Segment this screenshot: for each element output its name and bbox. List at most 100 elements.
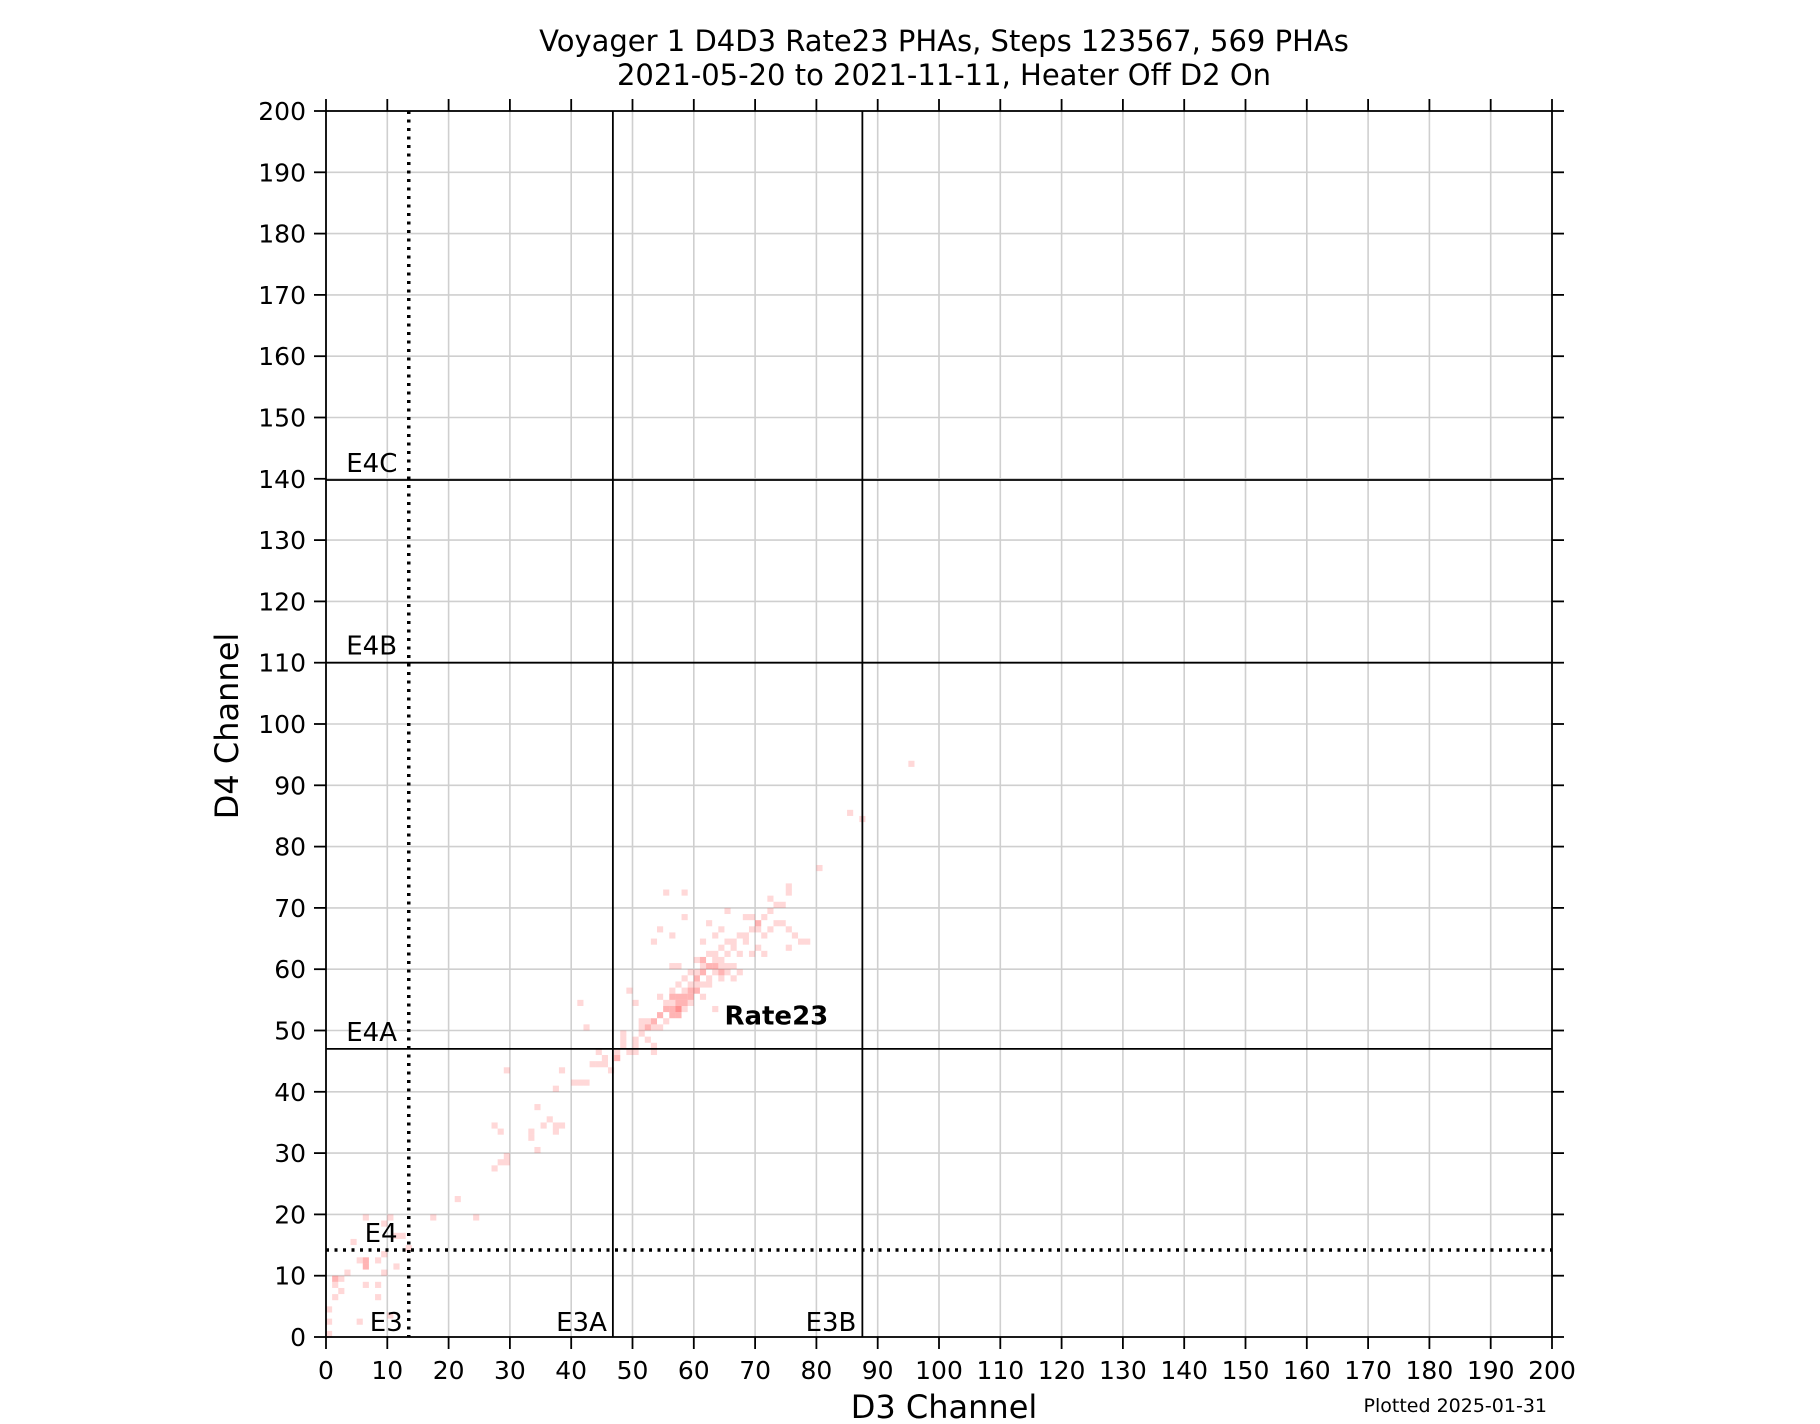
- data-cell: [577, 1079, 584, 1086]
- data-cell: [669, 932, 676, 939]
- data-cell: [675, 999, 682, 1006]
- data-cell: [675, 963, 682, 970]
- data-cell: [430, 1214, 437, 1221]
- data-cell: [699, 938, 707, 945]
- region-label-e3b: E3B: [806, 1308, 857, 1338]
- data-cell: [632, 1042, 639, 1049]
- x-tick-label: 130: [1099, 1356, 1147, 1385]
- data-cell: [804, 938, 811, 945]
- data-cell: [706, 963, 713, 970]
- data-cell: [552, 1085, 559, 1092]
- x-tick-label: 120: [1038, 1356, 1086, 1385]
- y-tick-label: 120: [258, 587, 306, 616]
- data-cell: [687, 981, 694, 988]
- y-tick-label: 50: [274, 1017, 306, 1046]
- chart-title: Voyager 1 D4D3 Rate23 PHAs, Steps 123567…: [539, 24, 1349, 58]
- data-cell: [332, 1275, 339, 1282]
- y-tick-label: 180: [258, 220, 306, 249]
- data-cell: [785, 889, 792, 896]
- data-cell: [381, 1251, 388, 1258]
- data-cell: [675, 981, 682, 988]
- data-cell: [681, 889, 688, 896]
- data-cell: [620, 1030, 627, 1037]
- data-cell: [693, 956, 700, 964]
- data-cell: [669, 993, 676, 1000]
- region-label-e3a: E3A: [556, 1308, 607, 1338]
- data-cell: [546, 1116, 553, 1123]
- data-cell: [601, 1061, 608, 1068]
- data-cell: [393, 1263, 400, 1270]
- data-cell: [663, 889, 670, 896]
- data-cell: [681, 993, 688, 1000]
- data-cells: [326, 760, 915, 1337]
- data-cell: [908, 760, 915, 767]
- data-cell: [497, 1159, 504, 1166]
- data-cell: [693, 987, 700, 994]
- y-tick-label: 190: [258, 158, 306, 187]
- data-cell: [742, 914, 749, 921]
- data-cell: [761, 914, 768, 921]
- data-cell: [657, 1012, 664, 1019]
- data-cell: [712, 969, 719, 976]
- data-cell: [761, 932, 768, 939]
- data-cell: [663, 999, 670, 1006]
- data-cell: [356, 1257, 363, 1264]
- data-cell: [699, 993, 707, 1000]
- data-cell: [779, 920, 786, 927]
- data-cell: [558, 1067, 566, 1074]
- data-cell: [730, 938, 737, 945]
- data-cell: [669, 1012, 676, 1019]
- data-cell: [724, 963, 731, 970]
- data-cell: [681, 914, 688, 921]
- data-cell: [626, 987, 633, 994]
- data-cell: [638, 1030, 645, 1037]
- y-tick-label: 30: [274, 1139, 306, 1168]
- x-tick-label: 140: [1160, 1356, 1208, 1385]
- y-tick-label: 170: [258, 281, 306, 310]
- data-cell: [362, 1263, 369, 1270]
- data-cell: [362, 1281, 369, 1288]
- data-cell: [681, 999, 688, 1006]
- data-cell: [712, 956, 719, 964]
- x-tick-label: 80: [800, 1356, 832, 1385]
- data-cell: [712, 963, 719, 970]
- data-cell: [332, 1281, 339, 1288]
- x-tick-label: 200: [1528, 1356, 1576, 1385]
- data-cell: [644, 1018, 651, 1025]
- data-cell: [706, 920, 713, 927]
- data-cell: [730, 963, 737, 970]
- data-cell: [742, 932, 749, 939]
- data-cell: [693, 975, 700, 982]
- data-cell: [706, 950, 713, 957]
- y-tick-label: 130: [258, 526, 306, 555]
- data-cell: [491, 1122, 498, 1129]
- data-cell: [681, 975, 688, 982]
- plotted-date-note: Plotted 2025-01-31: [1364, 1395, 1547, 1417]
- x-tick-label: 0: [318, 1356, 334, 1385]
- data-cell: [583, 1079, 590, 1086]
- region-labels: E3 E3A E3B E4 E4A E4B E4C: [346, 449, 856, 1338]
- data-cell: [362, 1257, 369, 1264]
- data-cell: [534, 1104, 541, 1111]
- data-cell: [773, 901, 780, 908]
- data-cell: [601, 1055, 608, 1062]
- data-cell: [724, 969, 731, 976]
- data-cell: [491, 1165, 498, 1172]
- data-cell: [583, 1024, 590, 1031]
- y-tick-label: 0: [290, 1323, 306, 1352]
- data-cell: [699, 963, 707, 970]
- y-tick-label: 200: [258, 97, 306, 126]
- data-cell: [736, 932, 743, 939]
- data-cell: [706, 981, 713, 988]
- region-label-e4c: E4C: [346, 449, 397, 479]
- data-cell: [528, 1128, 535, 1135]
- data-cell: [724, 950, 731, 957]
- y-axis-label: D4 Channel: [208, 633, 246, 820]
- data-cell: [552, 1122, 559, 1129]
- data-cell: [381, 1220, 388, 1227]
- y-tick-label: 70: [274, 894, 306, 923]
- data-cell: [736, 969, 743, 976]
- data-cell: [344, 1269, 351, 1276]
- x-tick-label: 50: [617, 1356, 649, 1385]
- data-cell: [650, 1048, 658, 1056]
